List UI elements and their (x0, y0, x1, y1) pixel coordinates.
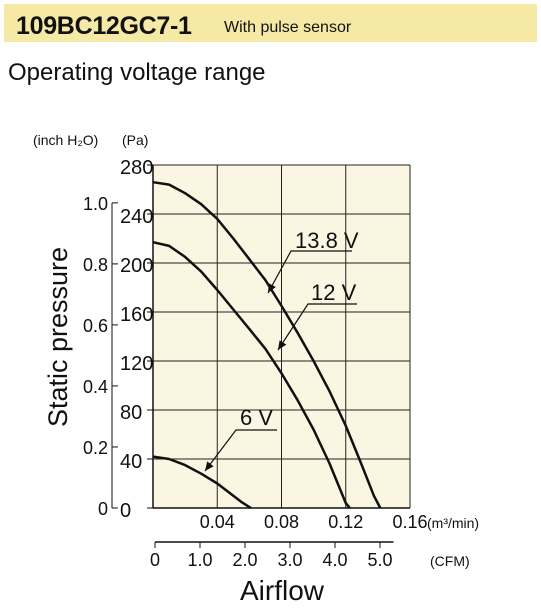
grid-lines (153, 164, 411, 508)
y-tick-label-pa: 120 (120, 353, 153, 375)
x-tick-label-m3: 0.12 (328, 512, 363, 532)
y-axis-title: Static pressure (43, 247, 73, 427)
axes: 0 40 80 120 160 200 240 280 0.04 0.08 0.12 0.16 0 0.2… (83, 157, 428, 570)
series-label: 13.8 V (295, 228, 359, 253)
curve-13.8v (152, 180, 382, 509)
x-tick-label-cfm: 2.0 (232, 550, 257, 570)
x-unit-m3: (m³/min) (427, 515, 479, 531)
y-tick-label-pa: 40 (120, 451, 142, 473)
x-tick-label-cfm: 1.0 (187, 550, 212, 570)
label-arrowhead (205, 461, 214, 471)
y-tick-label-inch: 0 (98, 499, 108, 519)
series-labels: 13.8 V 12 V 6 V (204, 228, 359, 472)
label-leader-line (277, 303, 357, 351)
x-tick-label-cfm: 0 (150, 550, 160, 570)
x-tick-label-m3: 0.04 (200, 512, 235, 532)
model-subtitle: With pulse sensor (224, 19, 352, 36)
x-tick-label-cfm: 4.0 (322, 550, 347, 570)
y-tick-label-inch: 1.0 (83, 194, 108, 214)
x-axis-title: Airflow (240, 575, 325, 606)
curve-12v (152, 240, 351, 509)
x-tick-label-cfm: 3.0 (277, 550, 302, 570)
y-tick-label-inch: 0.2 (83, 438, 108, 458)
series-label: 12 V (311, 280, 357, 305)
y-tick-label-pa: 280 (120, 157, 153, 179)
x-unit-cfm: (CFM) (430, 553, 470, 569)
y-tick-label-pa: 0 (120, 500, 131, 522)
x-tick-label-m3: 0.08 (264, 512, 299, 532)
curves (152, 180, 382, 510)
model-name: 109BC12GC7-1 (16, 12, 192, 40)
section-title: Operating voltage range (8, 59, 266, 86)
y-unit-pa: (Pa) (122, 132, 148, 148)
label-arrowhead (278, 340, 287, 350)
y-tick-label-pa: 80 (120, 402, 142, 424)
series-label: 6 V (240, 405, 273, 430)
label-leader-line (267, 250, 352, 294)
y-tick-label-pa: 240 (120, 206, 153, 228)
label-leader-line (204, 429, 277, 472)
label-arrowhead (268, 283, 276, 293)
y-tick-label-inch: 0.4 (83, 377, 108, 397)
y-tick-label-pa: 200 (120, 255, 153, 277)
curve-6v (152, 455, 252, 510)
y-tick-label-inch: 0.6 (83, 316, 108, 336)
header-bar: 109BC12GC7-1 With pulse sensor (4, 4, 537, 42)
x-tick-label-m3: 0.16 (392, 512, 427, 532)
y-tick-label-pa: 160 (120, 304, 153, 326)
y-tick-label-inch: 0.8 (83, 255, 108, 275)
x-tick-label-cfm: 5.0 (367, 550, 392, 570)
y-unit-inch: (inch H₂O) (33, 132, 98, 148)
